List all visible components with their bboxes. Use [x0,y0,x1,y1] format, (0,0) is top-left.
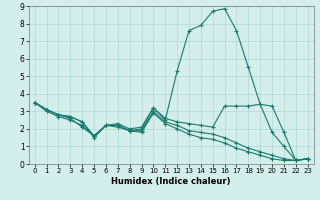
X-axis label: Humidex (Indice chaleur): Humidex (Indice chaleur) [111,177,231,186]
